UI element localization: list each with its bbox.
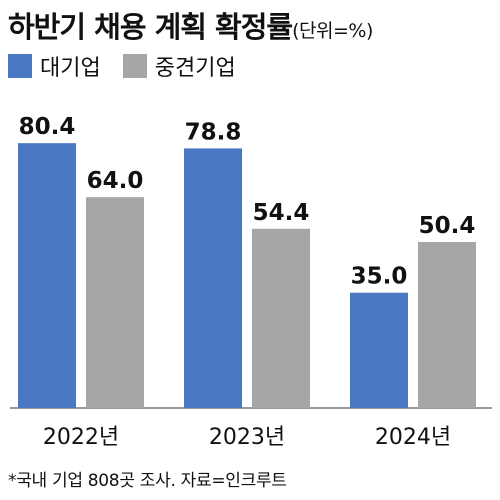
bar-mid-0 bbox=[86, 197, 144, 408]
bar-large-2 bbox=[350, 292, 408, 408]
chart-title: 하반기 채용 계획 확정률(단위=%) bbox=[8, 4, 373, 46]
legend-swatch-large bbox=[8, 54, 32, 78]
bar-mid-1 bbox=[252, 228, 310, 408]
data-label-mid-0: 64.0 bbox=[87, 168, 144, 194]
bar-mid-2 bbox=[418, 241, 476, 408]
legend-item-large: 대기업 bbox=[8, 50, 101, 82]
data-label-large-2: 35.0 bbox=[351, 264, 408, 290]
bar-large-1 bbox=[184, 148, 242, 408]
data-label-large-1: 78.8 bbox=[185, 119, 242, 145]
data-label-mid-1: 54.4 bbox=[253, 200, 310, 226]
legend-item-mid: 중견기업 bbox=[122, 50, 236, 82]
legend-swatch-mid bbox=[122, 54, 147, 78]
chart-title-unit: (단위=%) bbox=[292, 20, 373, 42]
legend: 대기업 중견기업 bbox=[8, 50, 258, 82]
chart-title-main: 하반기 채용 계획 확정률 bbox=[8, 10, 293, 44]
data-label-mid-2: 50.4 bbox=[419, 213, 476, 239]
bar-large-0 bbox=[18, 143, 76, 408]
legend-label-large: 대기업 bbox=[40, 56, 101, 81]
data-label-large-0: 80.4 bbox=[19, 114, 76, 140]
footnote: *국내 기업 808곳 조사. 자료=인크루트 bbox=[8, 471, 287, 491]
legend-label-mid: 중견기업 bbox=[154, 56, 236, 81]
x-tick-label-1: 2023년 bbox=[209, 425, 285, 450]
x-tick-label-2: 2024년 bbox=[375, 425, 451, 450]
x-tick-label-0: 2022년 bbox=[43, 425, 119, 450]
